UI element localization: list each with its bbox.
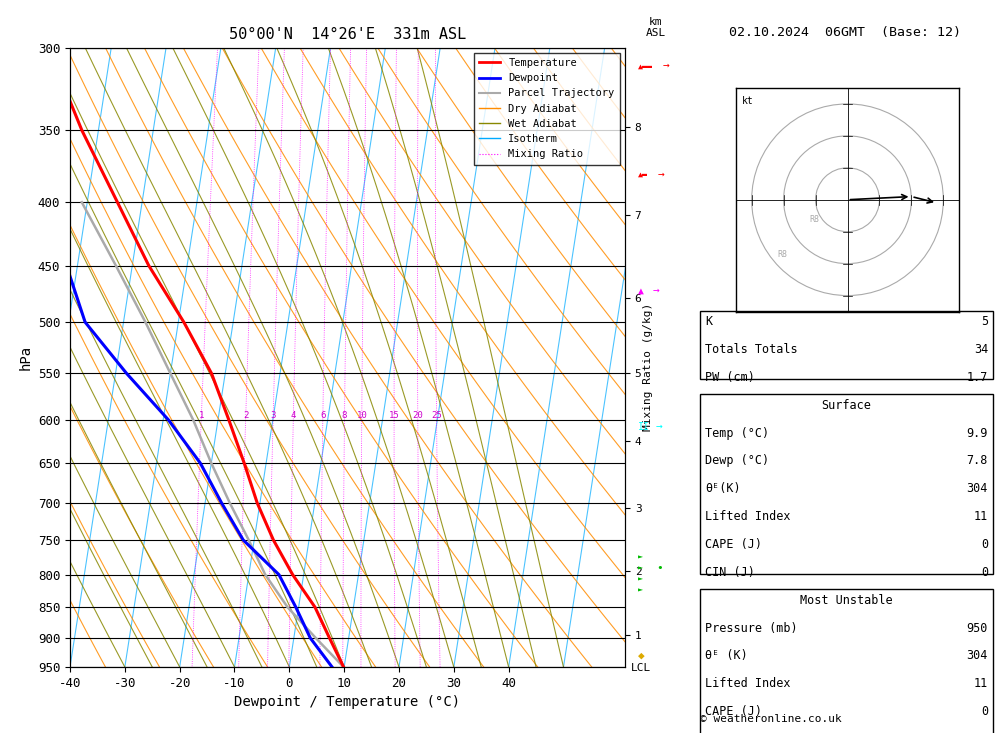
Text: →: → bbox=[656, 421, 663, 432]
Text: ►: ► bbox=[638, 575, 643, 583]
Text: © weatheronline.co.uk: © weatheronline.co.uk bbox=[700, 714, 842, 724]
Text: Dewp (°C): Dewp (°C) bbox=[705, 454, 769, 468]
Text: 0: 0 bbox=[981, 538, 988, 551]
Text: Surface: Surface bbox=[822, 399, 871, 412]
Text: 6: 6 bbox=[320, 411, 325, 420]
Text: kt: kt bbox=[742, 96, 754, 106]
Text: θᴱ(K): θᴱ(K) bbox=[705, 482, 741, 496]
Text: ►: ► bbox=[638, 586, 643, 594]
Text: 4: 4 bbox=[291, 411, 296, 420]
Text: 34: 34 bbox=[974, 343, 988, 356]
Text: 1: 1 bbox=[199, 411, 204, 420]
Text: Totals Totals: Totals Totals bbox=[705, 343, 798, 356]
Text: R8: R8 bbox=[777, 250, 787, 259]
Text: 20: 20 bbox=[412, 411, 423, 420]
Text: CAPE (J): CAPE (J) bbox=[705, 705, 762, 718]
Text: ▲▬: ▲▬ bbox=[638, 170, 648, 179]
Text: PW (cm): PW (cm) bbox=[705, 371, 755, 384]
Text: Most Unstable: Most Unstable bbox=[800, 594, 893, 607]
Text: Mixing Ratio (g/kg): Mixing Ratio (g/kg) bbox=[643, 303, 653, 430]
Text: •: • bbox=[656, 563, 663, 573]
Text: R8: R8 bbox=[809, 215, 819, 224]
Text: 25: 25 bbox=[431, 411, 442, 420]
Text: 10: 10 bbox=[356, 411, 367, 420]
Text: ▲▬▬: ▲▬▬ bbox=[638, 62, 653, 70]
Text: 304: 304 bbox=[967, 649, 988, 663]
Text: ►: ► bbox=[638, 553, 643, 561]
Text: ►: ► bbox=[638, 564, 643, 572]
Text: θᴱ (K): θᴱ (K) bbox=[705, 649, 748, 663]
Text: ◆: ◆ bbox=[638, 651, 645, 661]
Text: 7.8: 7.8 bbox=[967, 454, 988, 468]
Text: 11: 11 bbox=[974, 677, 988, 690]
Text: Lifted Index: Lifted Index bbox=[705, 677, 790, 690]
Text: 15: 15 bbox=[389, 411, 399, 420]
Text: →: → bbox=[653, 286, 660, 296]
Text: 02.10.2024  06GMT  (Base: 12): 02.10.2024 06GMT (Base: 12) bbox=[729, 26, 961, 39]
Text: Lifted Index: Lifted Index bbox=[705, 510, 790, 523]
Text: LCL: LCL bbox=[631, 663, 651, 673]
Text: Pressure (mb): Pressure (mb) bbox=[705, 622, 798, 635]
Text: 8: 8 bbox=[342, 411, 347, 420]
Text: 0: 0 bbox=[981, 566, 988, 579]
Text: 1.7: 1.7 bbox=[967, 371, 988, 384]
X-axis label: Dewpoint / Temperature (°C): Dewpoint / Temperature (°C) bbox=[234, 696, 461, 710]
Text: CAPE (J): CAPE (J) bbox=[705, 538, 762, 551]
Text: →: → bbox=[663, 61, 670, 71]
Text: K: K bbox=[705, 315, 712, 328]
Text: 11: 11 bbox=[974, 510, 988, 523]
Text: 0: 0 bbox=[981, 705, 988, 718]
Text: 3: 3 bbox=[270, 411, 276, 420]
Legend: Temperature, Dewpoint, Parcel Trajectory, Dry Adiabat, Wet Adiabat, Isotherm, Mi: Temperature, Dewpoint, Parcel Trajectory… bbox=[474, 53, 620, 164]
Text: 2: 2 bbox=[243, 411, 248, 420]
Text: 950: 950 bbox=[967, 622, 988, 635]
Text: Temp (°C): Temp (°C) bbox=[705, 427, 769, 440]
Text: 304: 304 bbox=[967, 482, 988, 496]
Text: km
ASL: km ASL bbox=[645, 17, 666, 38]
Y-axis label: hPa: hPa bbox=[18, 345, 32, 370]
Text: 5: 5 bbox=[981, 315, 988, 328]
Title: 50°00'N  14°26'E  331m ASL: 50°00'N 14°26'E 331m ASL bbox=[229, 27, 466, 43]
Text: II: II bbox=[638, 421, 650, 432]
Text: CIN (J): CIN (J) bbox=[705, 566, 755, 579]
Text: 9.9: 9.9 bbox=[967, 427, 988, 440]
Text: ▲: ▲ bbox=[638, 286, 644, 296]
Text: →: → bbox=[658, 169, 665, 180]
